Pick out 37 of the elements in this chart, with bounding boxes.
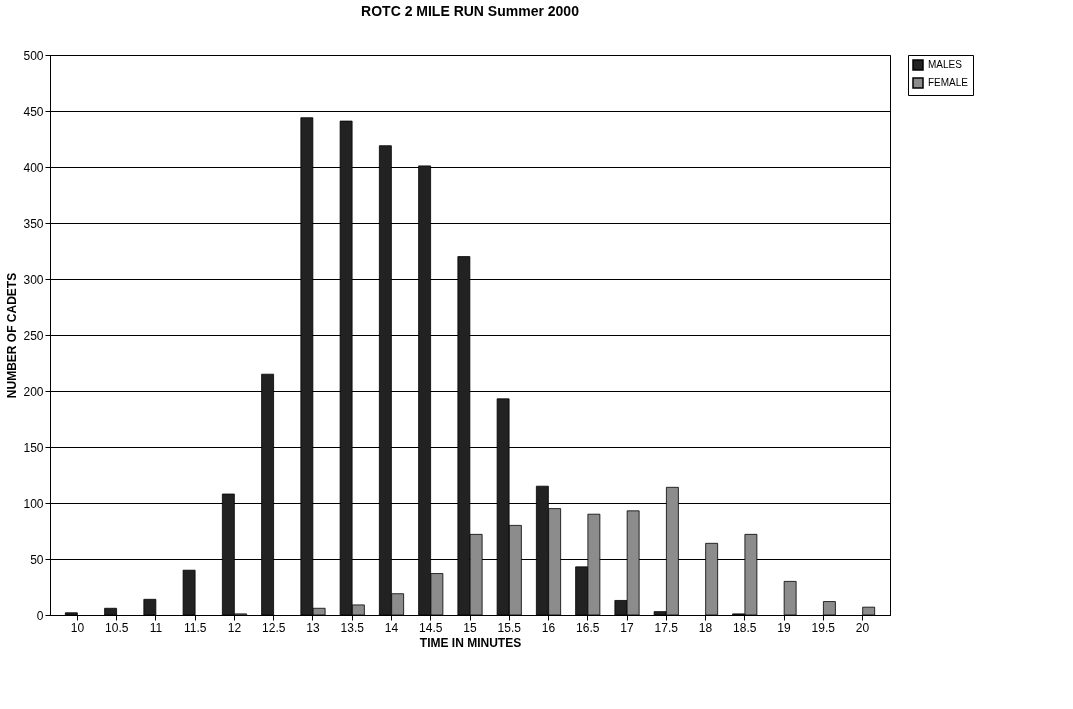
x-tick-label: 15 [463, 620, 477, 635]
x-tick-label: 10 [70, 620, 85, 635]
x-tick-label: 19 [777, 620, 792, 635]
x-tick-label: 16.5 [576, 620, 600, 635]
chart-title: ROTC 2 MILE RUN Summer 2000 [361, 3, 580, 19]
x-tick-label: 14.5 [419, 620, 443, 635]
x-tick-label: 13 [306, 620, 320, 635]
y-tick-label: 150 [23, 440, 44, 455]
y-tick-label: 250 [23, 328, 44, 343]
x-tick-label: 19.5 [811, 620, 836, 635]
legend-label: FEMALE [928, 77, 969, 88]
x-tick-label: 12 [227, 620, 242, 635]
y-tick-label: 0 [36, 608, 44, 623]
x-tick-label: 10.5 [105, 620, 129, 635]
x-tick-label: 11 [149, 620, 163, 635]
x-axis-title: TIME IN MINUTES [419, 635, 522, 650]
x-tick-label: 16 [541, 620, 556, 635]
y-tick-label: 500 [23, 48, 44, 63]
y-tick-label: 300 [23, 272, 44, 287]
x-tick-label: 17.5 [654, 620, 679, 635]
x-tick-label: 20 [855, 620, 870, 635]
x-tick-label: 18 [698, 620, 713, 635]
x-tick-label: 18.5 [733, 620, 757, 635]
x-tick-label: 15.5 [497, 620, 522, 635]
y-tick-label: 200 [23, 384, 44, 399]
x-tick-label: 17 [620, 620, 634, 635]
y-tick-label: 450 [23, 104, 44, 119]
y-tick-label: 50 [30, 552, 44, 567]
y-tick-label: 100 [23, 496, 44, 511]
legend-label: MALES [928, 59, 963, 70]
x-tick-label: 11.5 [184, 620, 207, 635]
y-tick-label: 350 [23, 216, 44, 231]
x-tick-label: 13.5 [340, 620, 365, 635]
y-tick-label: 400 [23, 160, 44, 175]
x-tick-label: 14 [384, 620, 399, 635]
x-tick-label: 12.5 [262, 620, 286, 635]
y-axis-title: NUMBER OF CADETS [5, 272, 20, 399]
